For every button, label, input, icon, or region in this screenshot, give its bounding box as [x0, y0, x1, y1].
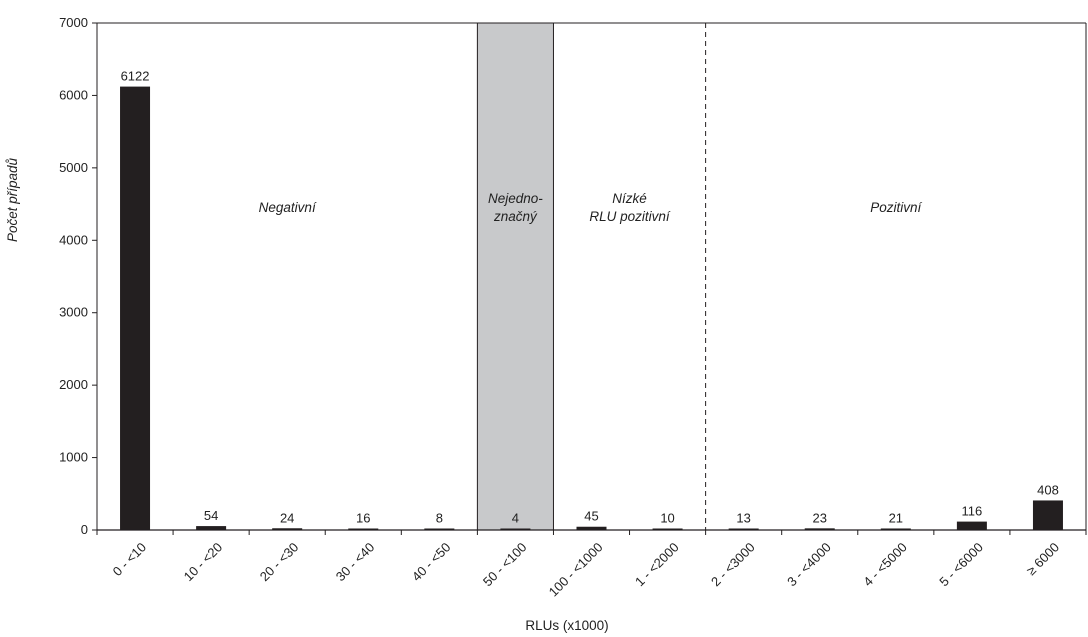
region-label-line: Nízké [612, 191, 647, 206]
data-label: 24 [280, 510, 294, 525]
data-label: 8 [436, 511, 443, 526]
region-label-line: Nejedno- [488, 191, 543, 206]
bar [196, 526, 227, 530]
bar [1032, 500, 1063, 530]
region-label-line: Negativní [259, 200, 317, 215]
x-tick-label: 5 - <6000 [936, 540, 986, 590]
data-label: 408 [1037, 482, 1059, 497]
region-label: Nízké RLU pozitivní [589, 191, 671, 224]
y-axis-label: Počet případů [5, 157, 20, 242]
y-tick-label: 0 [81, 522, 88, 537]
y-tick-label: 1000 [59, 450, 88, 465]
bar [120, 86, 151, 530]
chart-marks: 6122 54 24 16 8 4 45 10 13 23 21 116 408 Negativní Nej… [120, 69, 1063, 530]
x-tick-label: 10 - <20 [181, 540, 226, 585]
x-axis-label: RLUs (x1000) [525, 618, 608, 633]
x-tick-label: 4 - <5000 [860, 540, 910, 590]
data-label: 6122 [121, 69, 150, 84]
shaded-region [476, 22, 554, 531]
x-tick-label: ≥ 6000 [1023, 540, 1062, 579]
y-tick-label: 4000 [59, 232, 88, 247]
y-tick-label: 7000 [59, 15, 88, 30]
data-label: 13 [736, 511, 750, 526]
x-tick-label: 2 - <3000 [708, 540, 758, 590]
x-tick-label: 30 - <40 [333, 540, 378, 585]
x-tick-label: 0 - <10 [110, 540, 149, 579]
y-tick-label: 6000 [59, 87, 88, 102]
bar [880, 528, 911, 530]
region-label-line: značný [493, 209, 538, 224]
x-tick-label: 20 - <30 [257, 540, 302, 585]
bar [424, 528, 455, 530]
x-tick-label: 100 - <1000 [546, 540, 606, 600]
bar [272, 528, 303, 530]
bar [576, 526, 607, 530]
bar [728, 528, 759, 530]
region-label: Nejedno-značný [488, 191, 543, 224]
y-tick-label: 3000 [59, 305, 88, 320]
bar [804, 528, 835, 530]
data-label: 45 [584, 509, 598, 524]
x-tick-label: 1 - <2000 [632, 540, 682, 590]
bar [652, 528, 683, 530]
region-label-line: Pozitivní [870, 200, 922, 215]
data-label: 116 [962, 504, 983, 519]
x-tick-label: 3 - <4000 [784, 540, 834, 590]
region-label-line: RLU pozitivní [589, 209, 671, 224]
bar [500, 528, 531, 530]
x-tick-label: 40 - <50 [409, 540, 454, 585]
data-label: 4 [512, 511, 519, 526]
region-label: Negativní [259, 200, 317, 215]
bar [348, 528, 379, 530]
bar [956, 521, 987, 530]
data-label: 16 [356, 511, 370, 526]
data-label: 21 [889, 510, 903, 525]
data-label: 54 [204, 508, 218, 523]
x-tick-label: 50 - <100 [480, 540, 530, 590]
data-label: 23 [812, 510, 826, 525]
y-tick-label: 5000 [59, 160, 88, 175]
data-label: 10 [660, 511, 674, 526]
region-label: Pozitivní [870, 200, 922, 215]
y-tick-label: 2000 [59, 377, 88, 392]
